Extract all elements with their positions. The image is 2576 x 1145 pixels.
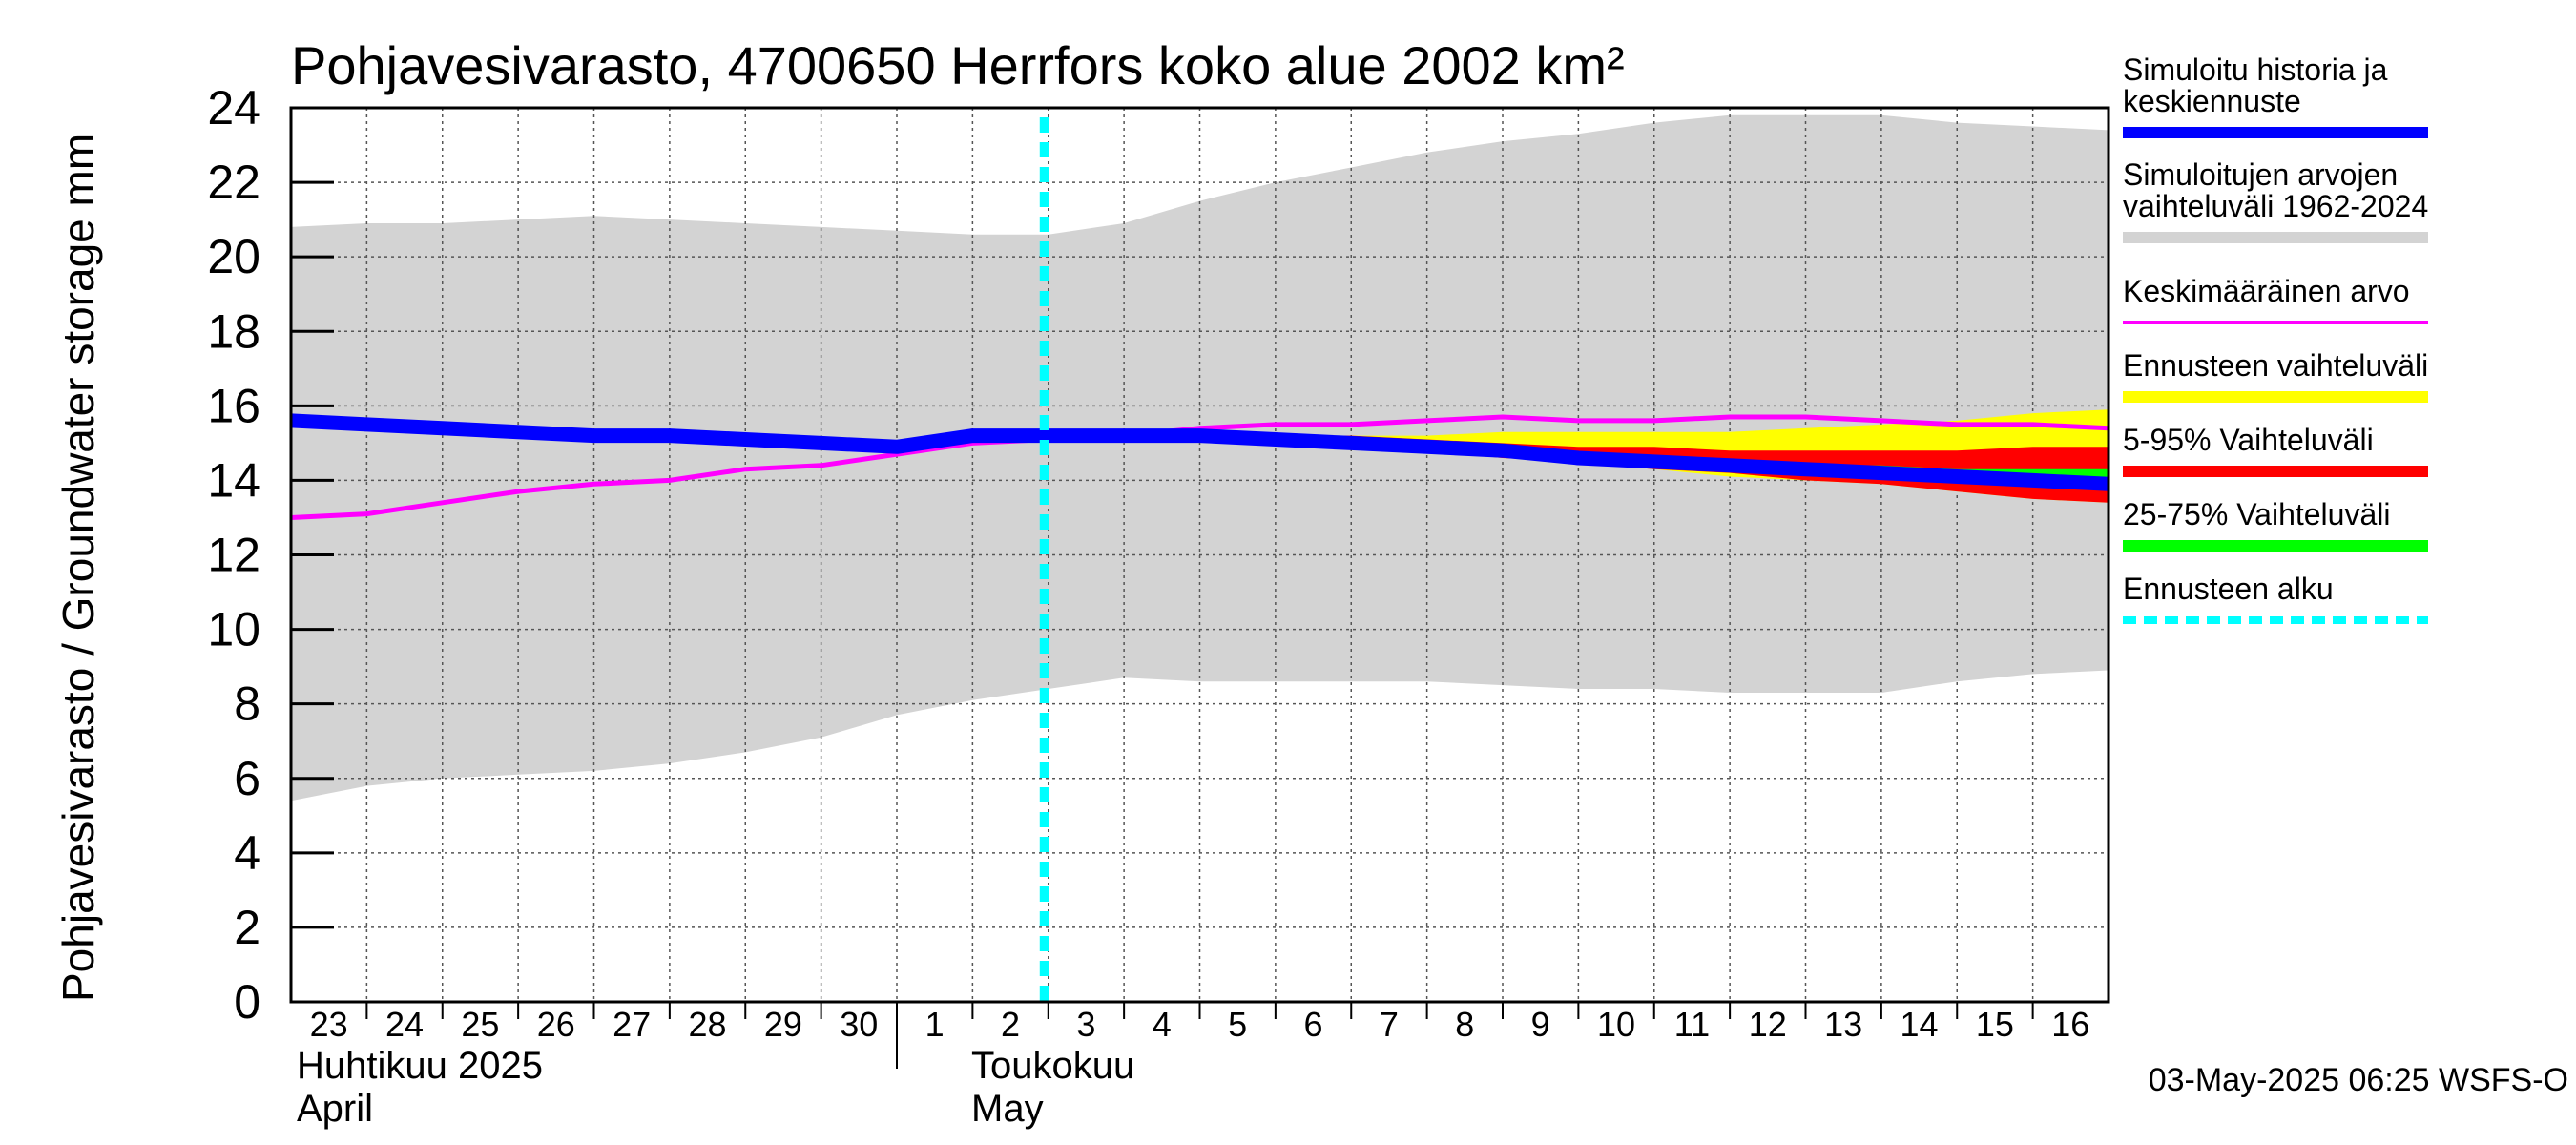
x-tick-label: 3 bbox=[1076, 1005, 1095, 1044]
month-label: Toukokuu bbox=[971, 1045, 1134, 1087]
mean-line bbox=[290, 414, 2109, 520]
x-tick-label: 11 bbox=[1674, 1005, 1710, 1044]
history-forecast-line bbox=[290, 413, 2109, 491]
y-tick-label: 4 bbox=[234, 826, 260, 880]
x-tick-label: 29 bbox=[764, 1005, 802, 1044]
x-tick-label: 28 bbox=[689, 1005, 727, 1044]
y-tick-label: 12 bbox=[207, 529, 260, 582]
footer-timestamp: 03-May-2025 06:25 WSFS-O bbox=[2149, 1062, 2568, 1098]
x-tick-label: 14 bbox=[1901, 1005, 1939, 1044]
x-tick-label: 12 bbox=[1749, 1005, 1787, 1044]
y-tick-label: 10 bbox=[207, 603, 260, 656]
y-tick-label: 16 bbox=[207, 379, 260, 432]
chart-title: Pohjavesivarasto, 4700650 Herrfors koko … bbox=[291, 35, 1625, 95]
x-tick-label: 13 bbox=[1824, 1005, 1862, 1044]
legend-label: 25-75% Vaihteluväli bbox=[2123, 497, 2390, 531]
x-tick-label: 6 bbox=[1304, 1005, 1323, 1044]
x-tick-label: 4 bbox=[1153, 1005, 1172, 1044]
x-tick-label: 15 bbox=[1976, 1005, 2014, 1044]
x-tick-label: 25 bbox=[461, 1005, 499, 1044]
y-tick-label: 8 bbox=[234, 677, 260, 731]
y-tick-label: 22 bbox=[207, 156, 260, 209]
y-tick-label: 20 bbox=[207, 230, 260, 283]
x-tick-label: 2 bbox=[1001, 1005, 1020, 1044]
x-tick-label: 7 bbox=[1380, 1005, 1399, 1044]
y-axis-label: Pohjavesivarasto / Groundwater storage m… bbox=[53, 134, 103, 1002]
legend-label: Keskimääräinen arvo bbox=[2123, 274, 2410, 308]
x-tick-label: 8 bbox=[1455, 1005, 1474, 1044]
y-tick-label: 24 bbox=[207, 81, 260, 135]
month-label-en: April bbox=[297, 1088, 373, 1130]
x-tick-label: 24 bbox=[385, 1005, 424, 1044]
y-tick-label: 14 bbox=[207, 453, 260, 507]
x-tick-label: 10 bbox=[1597, 1005, 1635, 1044]
x-tick-label: 30 bbox=[840, 1005, 878, 1044]
y-tick-label: 0 bbox=[234, 975, 260, 1029]
y-tick-label: 6 bbox=[234, 752, 260, 805]
x-tick-label: 26 bbox=[537, 1005, 575, 1044]
x-tick-label: 27 bbox=[613, 1005, 651, 1044]
x-tick-label: 5 bbox=[1228, 1005, 1247, 1044]
legend-label: Ennusteen alku bbox=[2123, 572, 2334, 606]
x-tick-label: 16 bbox=[2051, 1005, 2089, 1044]
legend-label: Simuloitu historia ja bbox=[2123, 52, 2388, 87]
x-tick-label: 9 bbox=[1531, 1005, 1550, 1044]
legend-label: 5-95% Vaihteluväli bbox=[2123, 423, 2374, 457]
legend-label: Simuloitujen arvojen bbox=[2123, 157, 2398, 192]
x-tick-label: 1 bbox=[925, 1005, 945, 1044]
x-tick-label: 23 bbox=[310, 1005, 348, 1044]
month-label-en: May bbox=[971, 1088, 1044, 1130]
legend-label: vaihteluväli 1962-2024 bbox=[2123, 189, 2428, 223]
y-tick-label: 18 bbox=[207, 304, 260, 358]
month-label: Huhtikuu 2025 bbox=[297, 1045, 543, 1087]
legend-label: keskiennuste bbox=[2123, 84, 2301, 118]
y-tick-label: 2 bbox=[234, 901, 260, 954]
legend-label: Ennusteen vaihteluväli bbox=[2123, 348, 2428, 383]
percentile-5-95-band bbox=[1048, 435, 2109, 503]
